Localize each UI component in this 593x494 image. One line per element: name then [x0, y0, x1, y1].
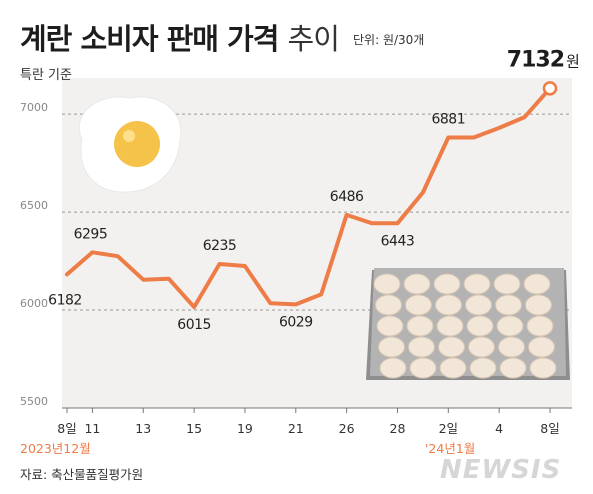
tray-egg	[406, 315, 434, 337]
x-tick-label: 11	[84, 421, 100, 436]
tray-egg	[499, 357, 527, 379]
watermark: NEWSIS	[440, 455, 562, 485]
tray-egg	[376, 315, 404, 337]
x-tick-label: 4	[495, 421, 503, 436]
x-tick-label: 26	[339, 421, 355, 436]
egg-yolk-highlight	[123, 130, 135, 142]
tray-egg	[438, 336, 465, 358]
unit-label: 단위: 원/30개	[353, 33, 425, 47]
tray-egg	[463, 273, 491, 295]
x-tick-label: 8일	[540, 421, 559, 436]
tray-egg	[409, 357, 437, 379]
tray-egg	[403, 273, 431, 295]
title-main: 계란 소비자 판매 가격	[20, 22, 279, 56]
x-tick-label: 8일	[57, 421, 76, 436]
data-label: 7132	[507, 47, 564, 72]
x-tick-label: 2일	[439, 421, 458, 436]
tray-egg	[465, 294, 492, 316]
tray-egg	[496, 315, 524, 337]
tray-egg	[439, 357, 467, 379]
tray-egg	[495, 294, 522, 316]
data-label: 6295	[74, 226, 108, 242]
egg-yolk	[114, 121, 160, 167]
data-label: 6881	[431, 111, 465, 127]
data-label: 6443	[381, 233, 415, 249]
period-label-dec: 2023년12월	[20, 441, 91, 456]
tray-egg	[433, 273, 461, 295]
data-label: 6182	[48, 292, 82, 308]
tray-egg	[436, 315, 464, 337]
x-tick-label: 19	[237, 421, 253, 436]
tray-egg	[526, 315, 554, 337]
title-sub: 추이	[287, 22, 340, 56]
tray-egg	[469, 357, 497, 379]
tray-egg	[405, 294, 432, 316]
data-label: 6486	[330, 189, 364, 205]
data-label-unit: 원	[566, 52, 580, 70]
source-label: 자료: 축산물품질평가원	[20, 467, 144, 482]
period-label-jan: '24년1월	[425, 441, 476, 456]
x-tick-label: 21	[288, 421, 304, 436]
tray-egg	[375, 294, 402, 316]
tray-egg	[373, 273, 401, 295]
tray-egg	[466, 315, 494, 337]
tray-egg	[468, 336, 495, 358]
data-label: 6015	[177, 317, 211, 333]
y-tick-label: 5500	[20, 395, 48, 408]
tray-egg	[529, 357, 557, 379]
tray-egg	[493, 273, 521, 295]
x-tick-label: 28	[390, 421, 406, 436]
chart-title: 계란 소비자 판매 가격 추이	[20, 16, 340, 58]
tray-egg	[523, 273, 551, 295]
data-label: 6029	[279, 314, 313, 330]
tray-egg	[528, 336, 555, 358]
basis-label: 특란 기준	[20, 68, 72, 83]
tray-egg	[435, 294, 462, 316]
fried-egg-illustration	[79, 96, 182, 193]
egg-tray-illustration	[366, 268, 570, 380]
x-tick-label: 13	[135, 421, 151, 436]
series-line	[65, 86, 552, 310]
y-tick-label: 6500	[20, 199, 48, 212]
tray-egg	[498, 336, 525, 358]
data-label: 6235	[203, 238, 237, 254]
end-point-marker	[542, 81, 558, 96]
x-tick-label: 15	[186, 421, 202, 436]
tray-egg	[525, 294, 552, 316]
tray-egg	[378, 336, 405, 358]
y-tick-label: 7000	[20, 101, 48, 114]
y-tick-label: 6000	[20, 297, 48, 310]
tray-egg	[379, 357, 407, 379]
tray-egg	[408, 336, 435, 358]
